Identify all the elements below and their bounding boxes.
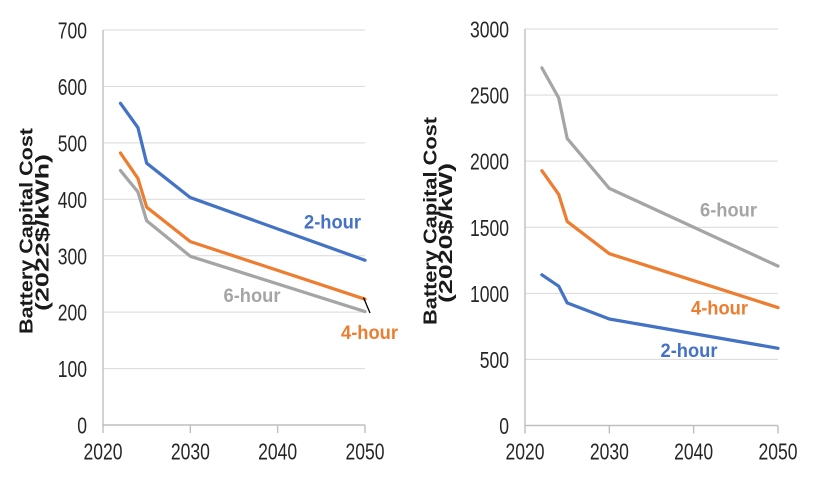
x-tick-label: 2050	[759, 439, 798, 465]
series-label-6-hour: 6-hour	[224, 286, 282, 307]
y-axis-title-line1: Battery Capital Cost	[17, 128, 37, 334]
y-tick-label: 700	[58, 18, 87, 44]
y-tick-label: 0	[77, 413, 87, 439]
y-tick-label: 3000	[470, 17, 509, 43]
x-tick-label: 2020	[506, 439, 545, 465]
y-tick-label: 600	[58, 74, 87, 100]
y-tick-label: 2500	[470, 83, 509, 109]
gridlines	[103, 29, 365, 370]
y-tick-label: 0	[499, 413, 509, 439]
y-tick-label: 2000	[470, 149, 509, 175]
series-label-4-hour: 4-hour	[691, 298, 749, 319]
y-axis-title-line2: (2020$/kW)	[436, 163, 456, 303]
x-tick-label: 2030	[171, 439, 210, 465]
y-tick-label: 400	[58, 187, 87, 213]
x-tick-label: 2050	[346, 439, 385, 465]
series-label-6-hour: 6-hour	[700, 200, 758, 221]
gridlines	[525, 28, 778, 360]
y-tick-label: 300	[58, 243, 87, 269]
x-tick-label: 2040	[258, 439, 297, 465]
series-line-4-hour	[118, 151, 367, 301]
series-line-6-hour	[118, 168, 367, 314]
x-tick-label: 2040	[674, 439, 713, 465]
y-tick-label: 500	[58, 130, 87, 156]
y-tick-label: 100	[58, 356, 87, 382]
label-leader-line	[362, 297, 371, 314]
x-tick-label: 2020	[84, 439, 123, 465]
left-chart: 0 100 200 300 400 500 600 700 2020 2030 2040 2050 2-…	[17, 18, 399, 465]
series-line-2-hour	[118, 101, 367, 262]
series-label-2-hour: 2-hour	[661, 341, 719, 362]
y-tick-label: 500	[480, 347, 509, 373]
y-axis-title-line2: (2022$/kWh)	[33, 154, 53, 311]
right-chart: 0 500 1000 1500 2000 2500 3000 2020 2030 2040 2050…	[421, 17, 798, 465]
series-line-6-hour	[540, 66, 780, 268]
y-tick-label: 200	[58, 300, 87, 326]
x-tick-label: 2030	[590, 439, 629, 465]
series-line-2-hour	[540, 273, 780, 350]
y-axis-title-line1: Battery Capital Cost	[421, 117, 441, 325]
series-line-4-hour	[540, 169, 780, 310]
series-label-4-hour: 4-hour	[341, 323, 399, 344]
series-label-2-hour: 2-hour	[304, 212, 362, 233]
y-tick-label: 1000	[470, 281, 509, 307]
y-tick-label: 1500	[470, 215, 509, 241]
